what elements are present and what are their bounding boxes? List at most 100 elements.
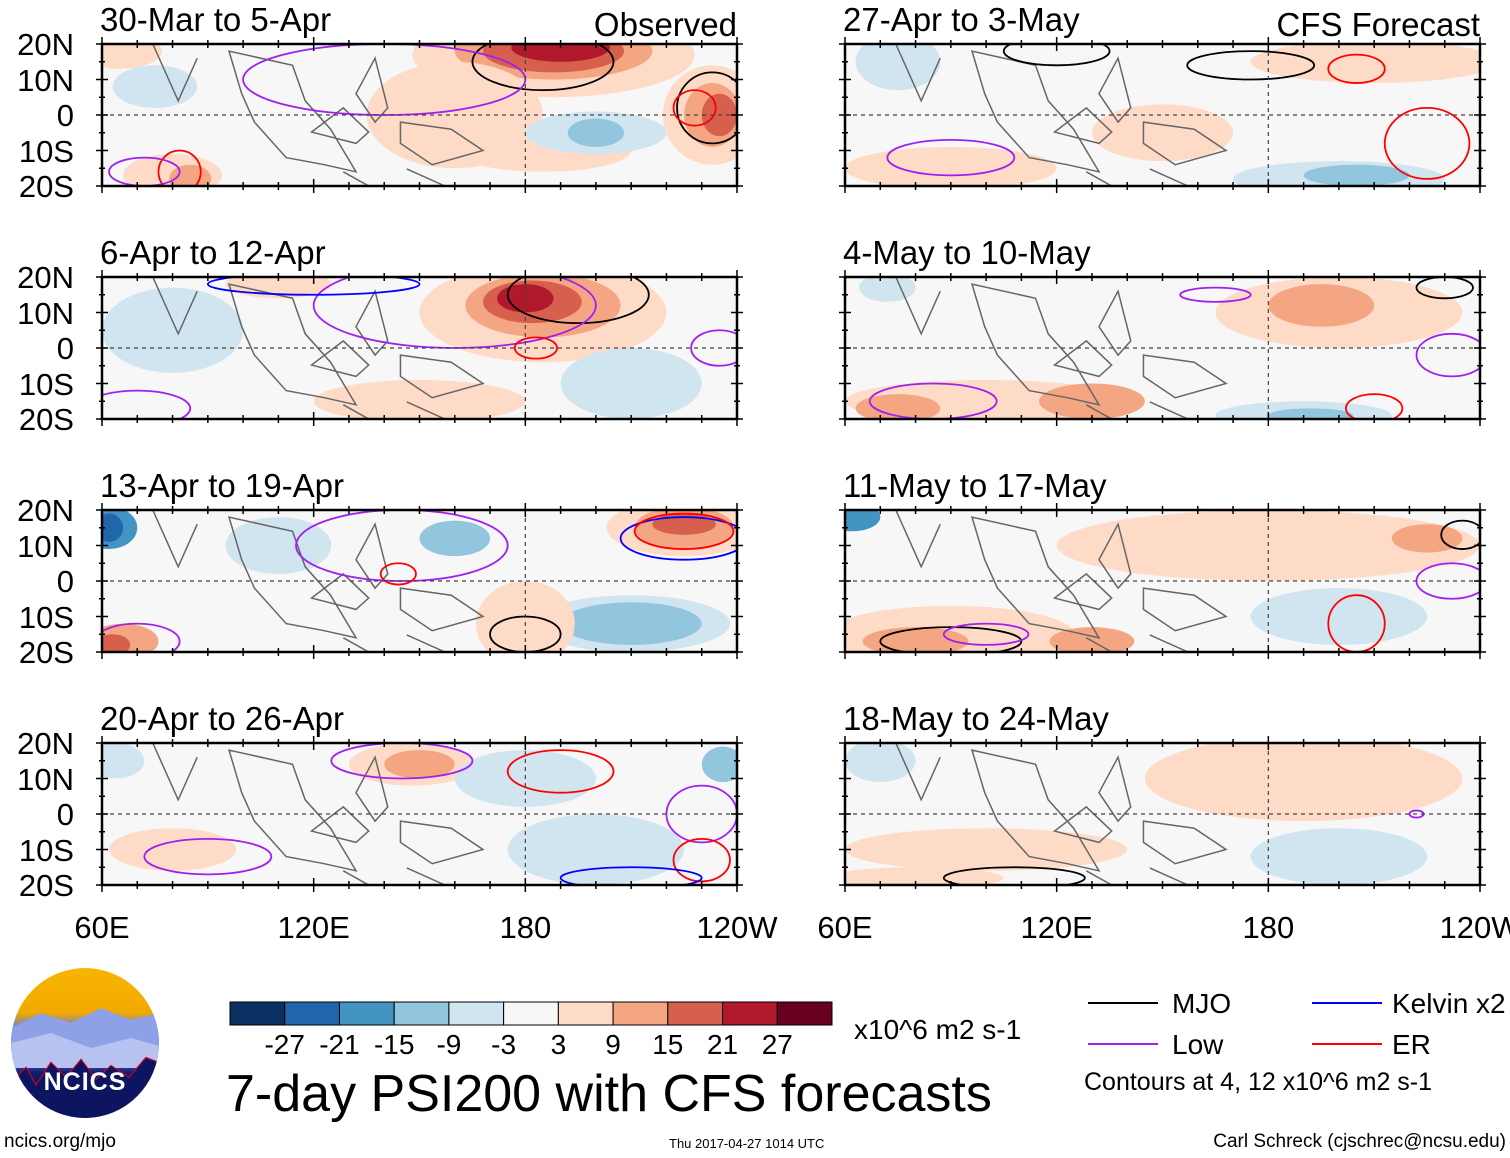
contour-line — [108, 156, 181, 186]
anomaly-shading — [1039, 383, 1145, 419]
anomaly-shading — [109, 828, 237, 871]
y-tick-label: 20S — [18, 169, 74, 204]
colorbar-label: -21 — [319, 1029, 360, 1060]
footer-url[interactable]: ncics.org/mjo — [4, 1131, 116, 1152]
anomaly-shading — [567, 118, 625, 147]
x-tick-label: 120W — [1439, 910, 1510, 945]
anomaly-shading — [1049, 627, 1135, 652]
contour-line — [330, 743, 474, 780]
anomaly-shading — [1144, 743, 1463, 822]
colorbar-swatch — [776, 1001, 833, 1026]
anomaly-shading — [1250, 588, 1428, 645]
panel-title: 18-May to 24-May — [843, 700, 1109, 737]
coastline — [153, 277, 483, 419]
y-tick-label: 10S — [18, 133, 74, 169]
legend-line-low — [1088, 1043, 1158, 1045]
anomaly-shading — [419, 520, 491, 557]
contour-line — [1186, 50, 1316, 81]
colorbar-swatch — [722, 1001, 778, 1026]
contour-line — [206, 277, 421, 296]
column-label: CFS Forecast — [1276, 6, 1480, 43]
y-tick-label: 20N — [17, 493, 74, 528]
anomaly-shading — [845, 146, 1057, 186]
colorbar-swatch — [448, 1001, 505, 1026]
contour-line — [1383, 106, 1471, 180]
colorbar-label: -9 — [436, 1029, 462, 1060]
anomaly-shading — [102, 743, 145, 779]
contour-line — [157, 149, 202, 186]
map-panel-7 — [839, 503, 1486, 659]
anomaly-shading — [701, 746, 737, 783]
colorbar-swatch — [612, 1001, 669, 1026]
y-tick-label: 10S — [18, 832, 74, 868]
x-tick-label: 120W — [696, 910, 778, 945]
anomaly-shading — [511, 44, 610, 62]
anomaly-shading — [652, 513, 716, 535]
figure-title: 7-day PSI200 with CFS forecasts — [226, 1065, 992, 1123]
map-panel-6 — [839, 270, 1486, 426]
contour-line — [942, 622, 1030, 646]
y-tick-label: 10N — [17, 62, 74, 98]
contour-note: Contours at 4, 12 x10^6 m2 s-1 — [1084, 1068, 1433, 1096]
colorbar-label: -3 — [491, 1029, 517, 1060]
y-tick-label: 20N — [17, 260, 74, 295]
anomaly-shading — [845, 743, 916, 783]
ncics-logo: NCICS — [11, 968, 159, 1118]
contour-line — [1002, 44, 1111, 67]
colorbar-swatch — [338, 1001, 395, 1026]
anomaly-shading — [862, 627, 969, 652]
colorbar-swatch — [393, 1001, 450, 1026]
coastline — [896, 510, 1226, 652]
contour-line — [886, 138, 1016, 177]
panel-title: 27-Apr to 3-May — [843, 1, 1080, 38]
legend-label-kelvin: Kelvin x2 — [1392, 988, 1506, 1019]
logo-text: NCICS — [43, 1068, 127, 1096]
legend-label-er: ER — [1392, 1029, 1431, 1060]
anomaly-shading — [102, 44, 162, 69]
anomaly-shading — [855, 394, 941, 419]
x-tick-label: 180 — [1242, 910, 1295, 945]
y-tick-label: 0 — [56, 98, 74, 133]
y-tick-label: 0 — [56, 797, 74, 832]
anomaly-shading — [497, 284, 554, 313]
map-panel-5 — [839, 37, 1486, 193]
contour-line — [1415, 277, 1474, 300]
contour-line — [1327, 53, 1386, 84]
panel-title: 6-Apr to 12-Apr — [100, 234, 326, 271]
colorbar-label: 27 — [761, 1029, 793, 1060]
contour-line — [633, 512, 735, 550]
contour-line — [1415, 332, 1480, 378]
y-tick-label: 20S — [18, 868, 74, 903]
y-tick-label: 20N — [17, 27, 74, 62]
anomaly-shading — [855, 44, 941, 91]
panel-title: 30-Mar to 5-Apr — [100, 1, 332, 38]
colorbar-swatch — [503, 1001, 559, 1026]
contour-line — [879, 626, 1023, 652]
colorbar-swatch — [284, 1001, 340, 1026]
panel-title: 20-Apr to 26-Apr — [100, 700, 344, 737]
colorbar-label: 15 — [652, 1029, 684, 1060]
footer-timestamp: Thu 2017-04-27 1014 UTC — [669, 1136, 825, 1151]
legend-label-low: Low — [1172, 1029, 1224, 1060]
anomaly-shading — [845, 867, 1004, 885]
y-tick-label: 0 — [56, 564, 74, 599]
anomaly-shading — [845, 828, 1128, 871]
column-label: Observed — [593, 6, 737, 43]
y-tick-label: 20S — [18, 635, 74, 670]
colorbar — [229, 1001, 833, 1026]
coastline — [896, 44, 1226, 186]
contour-line — [471, 44, 615, 92]
map-panel-4 — [96, 736, 743, 892]
contour-line — [102, 389, 192, 419]
anomaly-shading — [845, 510, 881, 532]
contour-line — [379, 562, 417, 586]
x-tick-label: 120E — [277, 910, 350, 945]
legend-line-mjo — [1088, 1002, 1158, 1004]
panel-title: 13-Apr to 19-Apr — [100, 467, 344, 504]
panel-title: 11-May to 17-May — [843, 467, 1107, 504]
contour-line — [1440, 519, 1480, 550]
colorbar-label: -15 — [373, 1029, 415, 1060]
anomaly-shading — [102, 513, 124, 542]
colorbar-swatch — [557, 1001, 614, 1026]
colorbar-swatch — [229, 1001, 286, 1026]
